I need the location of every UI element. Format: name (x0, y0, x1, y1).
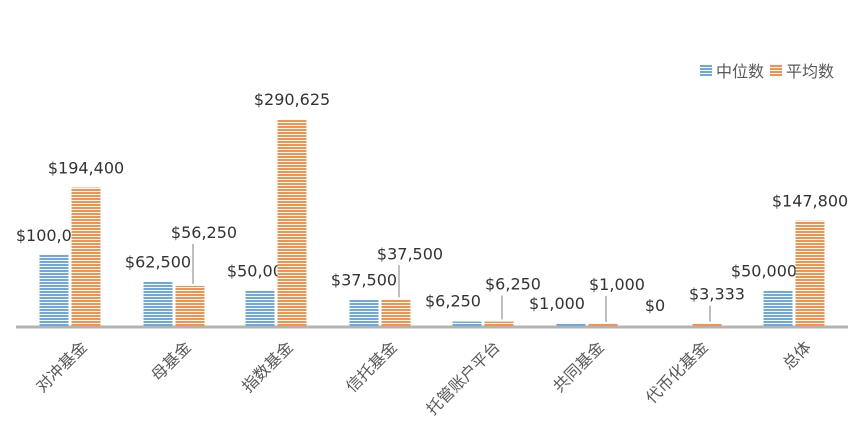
bar-mean-5 (588, 324, 618, 326)
bar-mean-2 (277, 119, 307, 326)
data-label-mean-6: $3,333 (689, 285, 745, 304)
data-label-median-4: $6,250 (425, 292, 481, 311)
data-label-mean-3: $37,500 (377, 244, 443, 263)
data-label-mean-4: $6,250 (485, 275, 541, 294)
bar-mean-4 (484, 321, 514, 326)
category-label-1: 母基金 (147, 337, 194, 384)
data-label-mean-1: $56,250 (171, 223, 237, 242)
category-label-7: 总体 (779, 337, 815, 373)
category-label-5: 共同基金 (549, 337, 608, 396)
bar-median-0 (39, 254, 69, 326)
legend-item-mean: 平均数 (770, 58, 834, 82)
category-label-3: 信托基金 (342, 337, 401, 396)
legend-item-median: 中位数 (700, 58, 764, 82)
bar-median-3 (349, 299, 379, 326)
legend-label-mean: 平均数 (786, 62, 835, 81)
bar-median-2 (245, 290, 275, 326)
legend-swatch-mean (770, 64, 783, 76)
bar-mean-7 (795, 220, 825, 326)
bar-median-4 (452, 321, 482, 326)
category-label-0: 对冲基金 (32, 337, 91, 396)
data-label-median-3: $37,500 (331, 270, 397, 289)
category-label-6: 代币化基金 (642, 337, 712, 407)
bar-mean-1 (175, 285, 205, 326)
bar-mean-6 (692, 323, 722, 326)
category-label-2: 指数基金 (238, 337, 297, 396)
data-label-median-2: $50,000 (227, 261, 293, 280)
data-label-median-6: $0 (645, 296, 665, 315)
legend: 中位数 平均数 (700, 58, 834, 82)
data-label-median-1: $62,500 (125, 252, 191, 271)
legend-label-median: 中位数 (716, 62, 765, 81)
data-label-median-7: $50,000 (731, 261, 797, 280)
category-label-4: 托管账户平台 (423, 337, 504, 418)
data-label-mean-2: $290,625 (254, 90, 330, 109)
data-label-mean-5: $1,000 (589, 275, 645, 294)
bar-mean-3 (381, 299, 411, 326)
bar-median-1 (143, 281, 173, 326)
data-label-median-5: $1,000 (529, 294, 585, 313)
bar-mean-0 (71, 187, 101, 326)
data-label-mean-7: $147,800 (772, 192, 848, 211)
bar-median-7 (763, 290, 793, 326)
legend-swatch-median (700, 64, 712, 76)
bar-median-5 (556, 324, 586, 326)
data-label-mean-0: $194,400 (48, 159, 124, 178)
